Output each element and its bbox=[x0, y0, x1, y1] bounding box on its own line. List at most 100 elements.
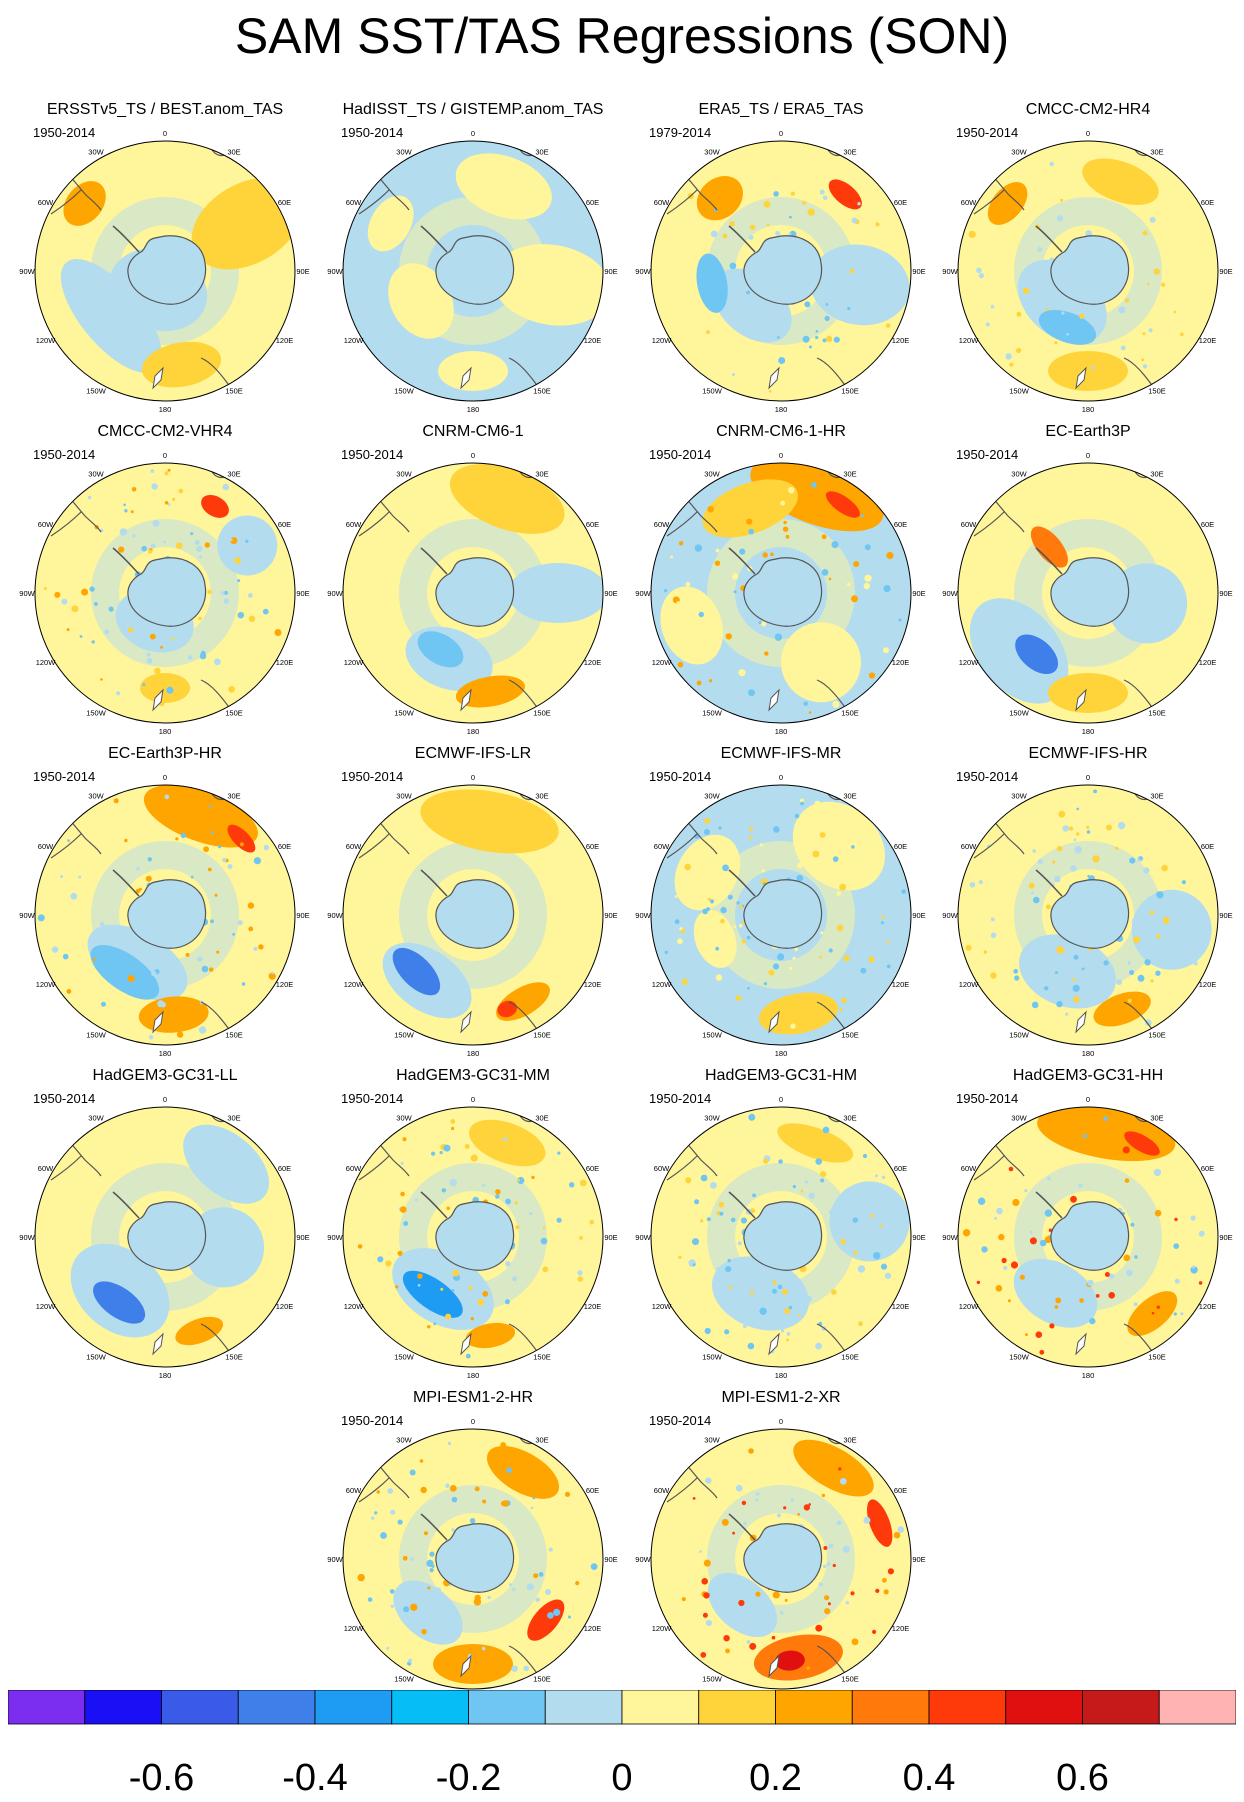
speckle bbox=[429, 1551, 435, 1557]
map-border bbox=[342, 462, 604, 724]
speckle bbox=[742, 1324, 747, 1329]
speckle bbox=[60, 875, 64, 879]
speckle bbox=[839, 883, 847, 891]
speckle bbox=[796, 874, 804, 882]
longitude-label: 90W bbox=[19, 911, 35, 920]
speckle bbox=[481, 1646, 486, 1651]
longitude-label: 120W bbox=[36, 980, 57, 989]
longitude-label: 90W bbox=[635, 267, 651, 276]
speckle bbox=[814, 800, 821, 807]
speckle bbox=[780, 1329, 785, 1333]
speckle bbox=[51, 946, 59, 953]
speckle bbox=[772, 1591, 780, 1599]
speckle bbox=[962, 1229, 971, 1237]
speckle bbox=[821, 534, 827, 540]
speckle bbox=[434, 1587, 442, 1595]
map-field bbox=[343, 1429, 603, 1689]
longitude-label: 120W bbox=[344, 336, 365, 345]
longitude-label: 0 bbox=[163, 773, 167, 782]
speckle bbox=[220, 591, 225, 596]
panel-title: CNRM-CM6-1 bbox=[422, 423, 524, 440]
speckle bbox=[108, 606, 114, 612]
speckle bbox=[540, 1237, 548, 1245]
speckle bbox=[1013, 968, 1019, 974]
panel-period: 1979-2014 bbox=[649, 125, 712, 140]
speckle bbox=[469, 1518, 476, 1524]
polar-stereographic-map: 0 30E 60E 90E 120E 150E 180 150W 120W 90W 60W 30W bbox=[635, 129, 925, 414]
speckle bbox=[832, 1563, 836, 1568]
speckle bbox=[526, 1583, 534, 1591]
speckle bbox=[1025, 1333, 1028, 1337]
speckle bbox=[990, 917, 995, 922]
speckle bbox=[1029, 1237, 1037, 1245]
longitude-label: 0 bbox=[471, 773, 475, 782]
speckle bbox=[132, 534, 136, 538]
speckle bbox=[746, 290, 750, 295]
speckle bbox=[1035, 1331, 1043, 1338]
map-field bbox=[35, 141, 295, 401]
speckle bbox=[1077, 966, 1086, 974]
speckle bbox=[790, 1498, 794, 1502]
speckle bbox=[1133, 1302, 1138, 1307]
longitude-label: 180 bbox=[775, 1049, 788, 1058]
speckle bbox=[209, 967, 214, 972]
speckle bbox=[380, 1532, 387, 1539]
map-field bbox=[958, 463, 1218, 723]
longitude-label: 150E bbox=[225, 387, 243, 396]
speckle bbox=[886, 551, 894, 560]
map-field bbox=[35, 463, 295, 723]
speckle bbox=[131, 487, 137, 492]
speckle bbox=[883, 647, 889, 654]
antarctic-peninsula bbox=[420, 547, 448, 575]
speckle bbox=[204, 542, 210, 548]
map-border bbox=[342, 784, 604, 1046]
longitude-label: 30E bbox=[843, 148, 856, 157]
speckle bbox=[1115, 846, 1119, 850]
speckle bbox=[1045, 904, 1051, 910]
speckle bbox=[239, 842, 245, 847]
speckle bbox=[67, 839, 70, 842]
speckle bbox=[851, 217, 858, 224]
speckle bbox=[990, 932, 997, 939]
speckle bbox=[1016, 347, 1022, 354]
speckle bbox=[439, 1151, 443, 1155]
panel-period: 1950-2014 bbox=[649, 1091, 712, 1106]
longitude-label: 90W bbox=[942, 911, 958, 920]
speckle bbox=[746, 1640, 751, 1644]
speckle bbox=[505, 1198, 511, 1205]
longitude-label: 180 bbox=[775, 727, 788, 736]
new-zealand-outline bbox=[768, 366, 780, 390]
longitude-label: 60W bbox=[38, 198, 54, 207]
antarctica-outline bbox=[127, 1201, 207, 1271]
speckle bbox=[1142, 332, 1146, 336]
map-panel-mpi-xr: MPI-ESM1-2-XR030E60E90E120E150E180150W12… bbox=[631, 1388, 931, 1706]
longitude-label: 120E bbox=[276, 1302, 294, 1311]
speckle bbox=[702, 1612, 708, 1618]
speckle bbox=[136, 867, 140, 871]
speckle bbox=[426, 1559, 434, 1567]
map-border bbox=[650, 140, 912, 402]
antarctic-peninsula bbox=[728, 1191, 756, 1219]
anomaly-patch bbox=[60, 259, 162, 373]
speckle bbox=[1127, 998, 1132, 1003]
longitude-label: 150W bbox=[1009, 387, 1030, 396]
longitude-label: 150E bbox=[533, 1675, 551, 1684]
speckle bbox=[692, 1238, 699, 1246]
speckle bbox=[1141, 358, 1145, 362]
longitude-label: 30W bbox=[88, 148, 104, 157]
speckle bbox=[1076, 832, 1080, 836]
anomaly-patch bbox=[866, 1499, 893, 1547]
speckle bbox=[1007, 1299, 1011, 1303]
speckle bbox=[680, 929, 686, 934]
speckle bbox=[738, 669, 746, 677]
colorbar-swatch bbox=[851, 1690, 930, 1725]
speckle bbox=[1180, 332, 1184, 337]
anomaly-patch bbox=[90, 945, 160, 1000]
speckle bbox=[694, 1199, 700, 1205]
anomaly-patch bbox=[468, 1119, 546, 1167]
speckle bbox=[123, 503, 126, 507]
speckle bbox=[797, 1513, 800, 1516]
speckle bbox=[61, 598, 68, 605]
speckle bbox=[1016, 311, 1022, 317]
speckle bbox=[786, 1338, 789, 1342]
